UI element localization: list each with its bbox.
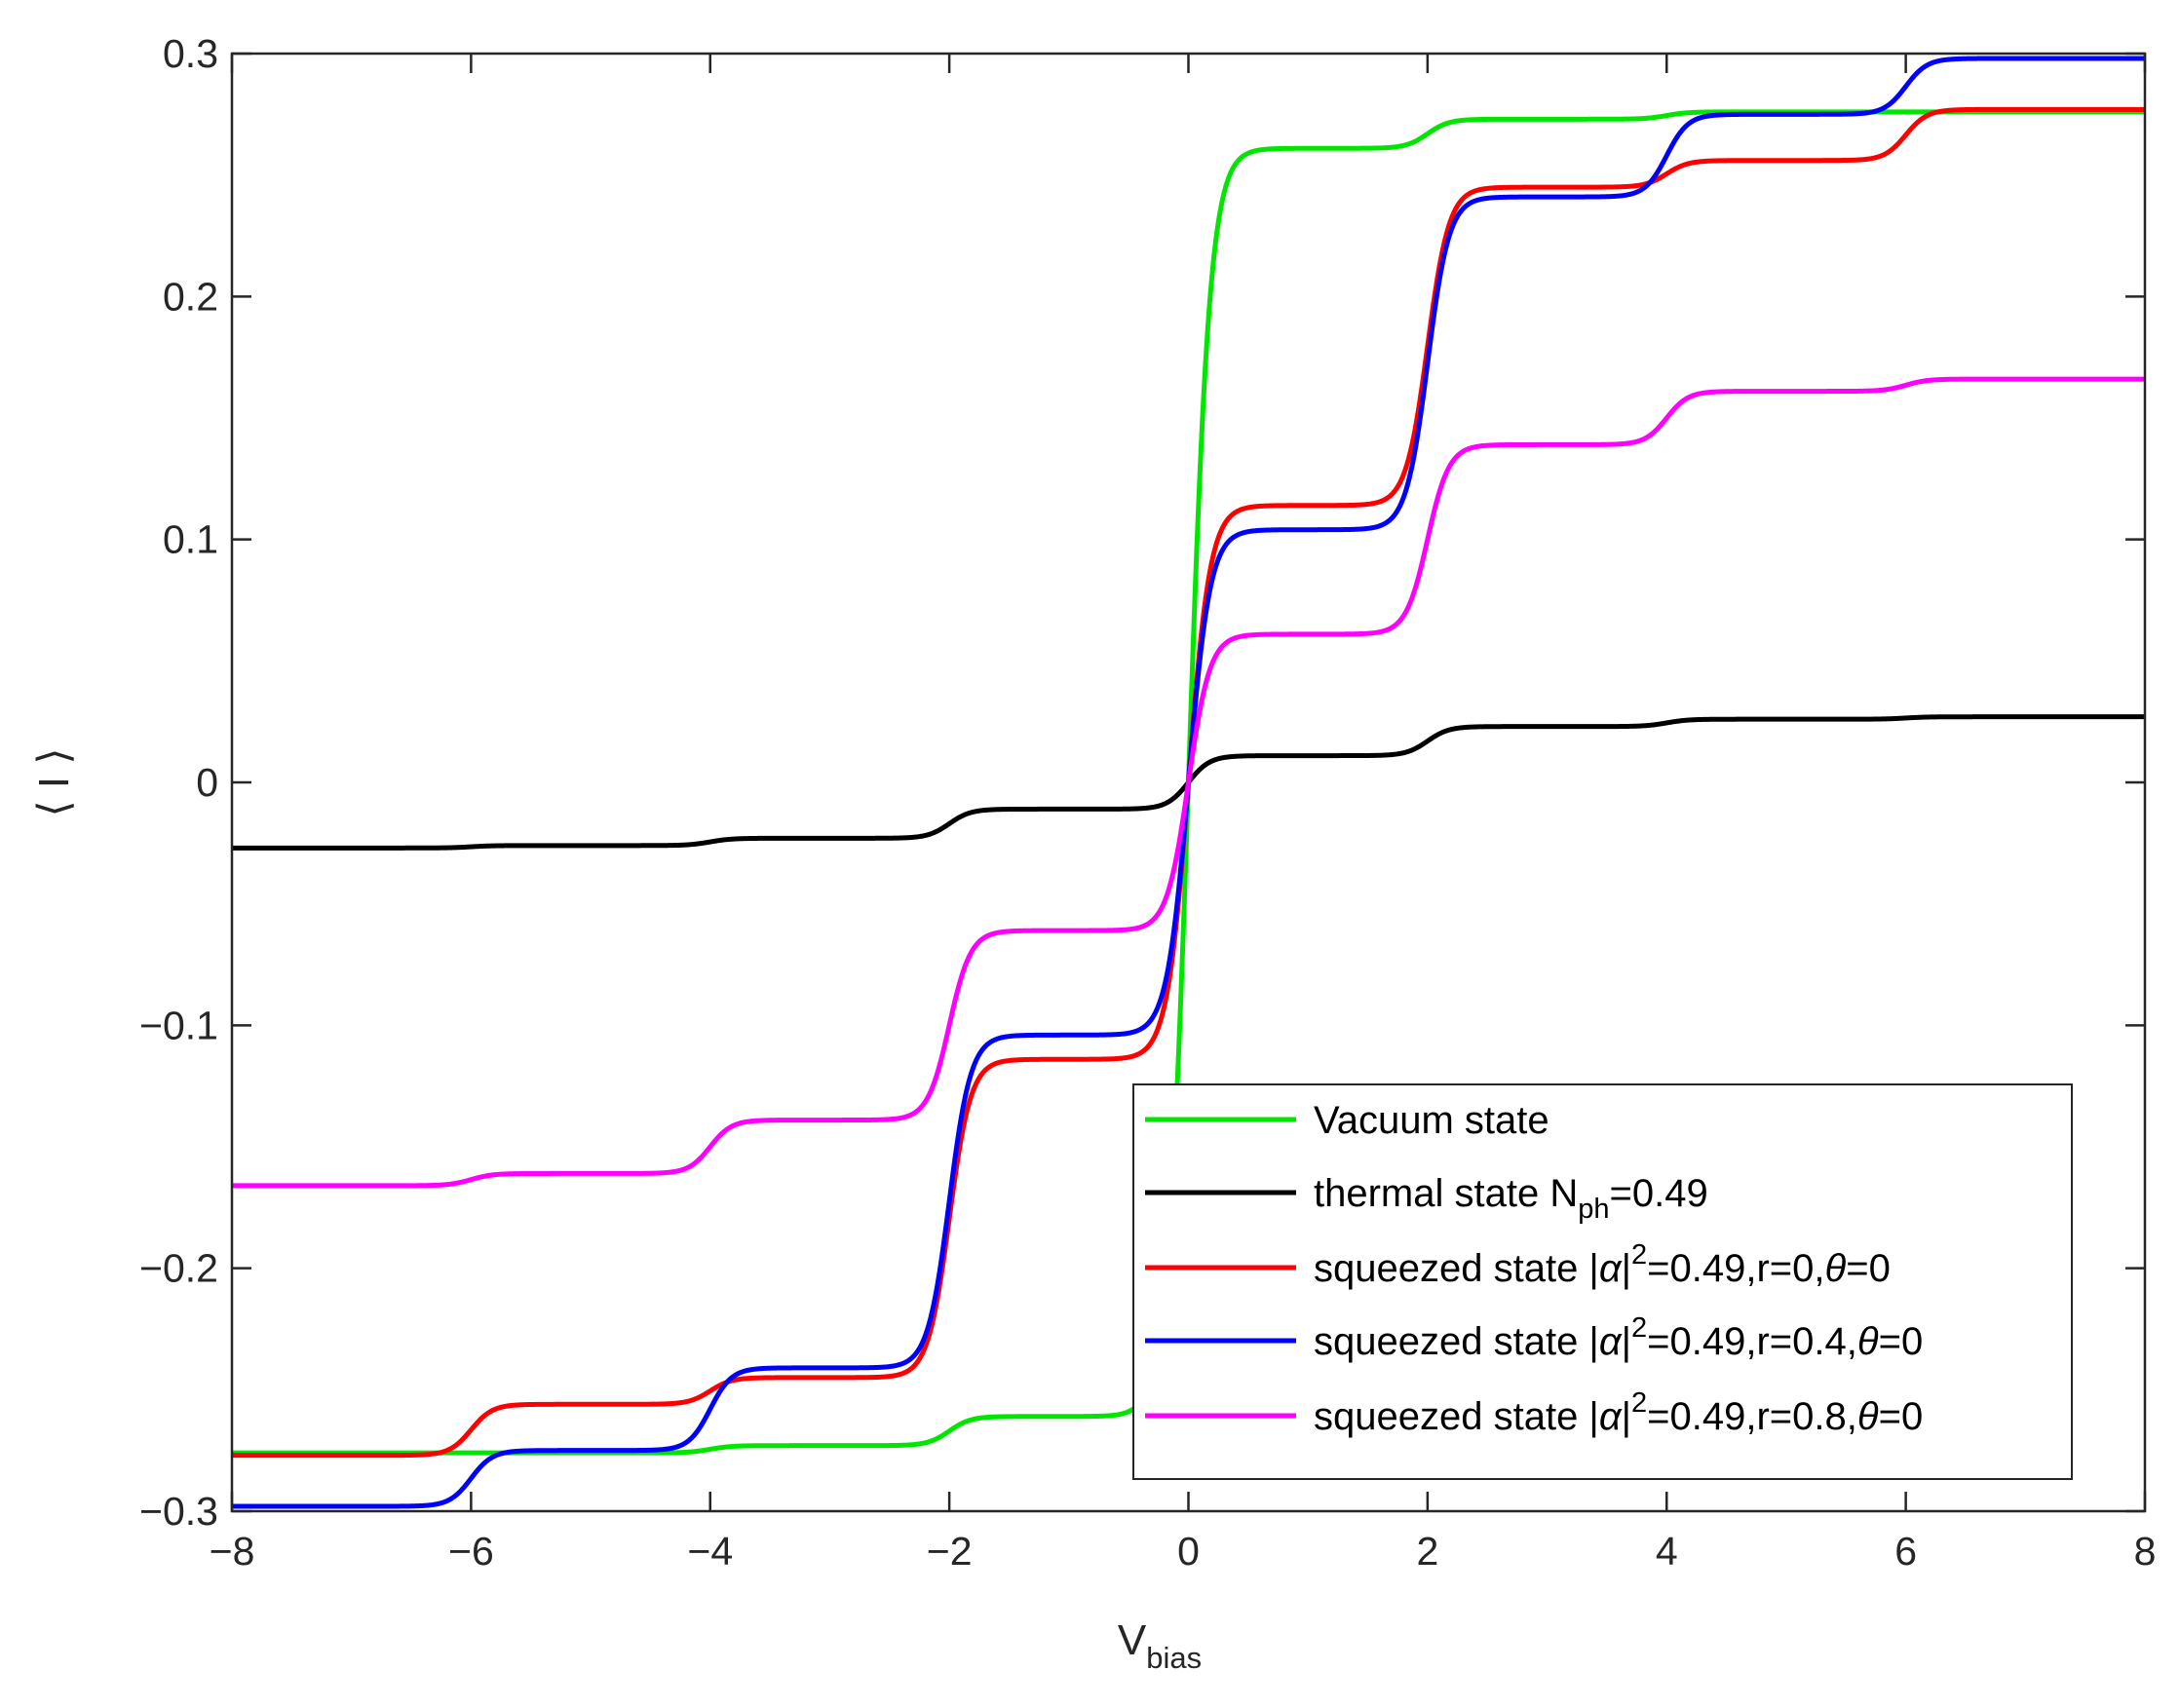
legend: Vacuum state thermal state Nph=0.49 squeez…: [1132, 1083, 2073, 1480]
y-tick-label: −0.1: [139, 1003, 218, 1047]
y-axis-label: ⟨ I ⟩: [30, 747, 78, 816]
x-tick-label: 4: [1656, 1529, 1678, 1574]
x-tick-labels: −8 −6 −4 −2 0 2 4 6 8: [210, 1529, 2157, 1574]
x-tick-label: −4: [687, 1529, 733, 1574]
y-tick-label: −0.3: [139, 1489, 218, 1534]
series-curves: [230, 56, 2147, 1509]
x-tick-label: −8: [210, 1529, 255, 1574]
x-tick-label: −6: [448, 1529, 494, 1574]
x-tick-label: 6: [1894, 1529, 1917, 1574]
legend-label-0: Vacuum state: [1314, 1099, 1549, 1142]
legend-label-4: squeezed state |α|2=0.49,r=0.8,θ=0: [1314, 1387, 1923, 1438]
x-axis-label-subscript: bias: [1146, 1641, 1202, 1675]
y-tick-label: 0.1: [163, 517, 218, 562]
x-tick-label: −2: [927, 1529, 973, 1574]
legend-entries: Vacuum state thermal state Nph=0.49 squeez…: [1145, 1099, 1923, 1438]
legend-label-1: thermal state Nph=0.49: [1314, 1172, 1708, 1225]
y-tick-label: 0.2: [163, 274, 218, 319]
y-tick-label: 0: [196, 760, 218, 805]
x-axis-label: Vbias: [1118, 1616, 1202, 1675]
y-tick-label: 0.3: [163, 31, 218, 76]
legend-label-2: squeezed state |α|2=0.49,r=0,θ=0: [1314, 1239, 1891, 1290]
legend-label-3: squeezed state |α|2=0.49,r=0.4,θ=0: [1314, 1312, 1923, 1363]
y-tick-labels: −0.3 −0.2 −0.1 0 0.1 0.2 0.3: [139, 31, 218, 1534]
x-axis-label-main: V: [1118, 1616, 1147, 1664]
axis-ticks: [230, 52, 2147, 1513]
y-tick-label: −0.2: [139, 1246, 218, 1291]
x-tick-label: 0: [1177, 1529, 1200, 1574]
series-line-4: [230, 376, 2147, 1189]
x-tick-label: 2: [1416, 1529, 1438, 1574]
x-tick-label: 8: [2134, 1529, 2157, 1574]
